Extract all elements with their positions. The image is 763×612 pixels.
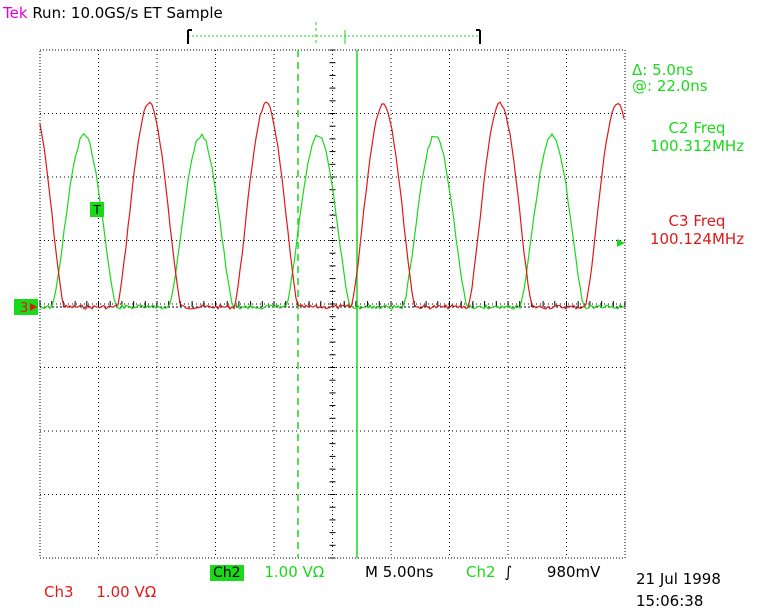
graticule-grid [39,49,626,559]
cursor-position: @: 22.0ns [632,77,708,95]
header-status: Tek Run: 10.0GS/s ET Sample [3,4,223,22]
time: 15:06:38 [636,592,704,610]
c3-freq-label: C3 Freq [668,212,726,230]
trigger-source: Ch2 [466,563,496,581]
datetime: 21 Jul 1998 15:06:38 [636,568,721,612]
ch3-ground-marker-label: 3 [20,301,28,316]
ch3-scale: 1.00 VΩ [96,583,157,601]
c2-freq-label: C2 Freq [668,119,726,137]
record-view-bracket [187,22,481,44]
trigger-level: 980mV [546,563,601,581]
ch2-settings[interactable]: Ch2 1.00 VΩ [210,563,324,581]
ch3-ground-marker[interactable]: 3 [14,299,38,316]
date: 21 Jul 1998 [636,570,721,588]
ch3-waveform [39,101,625,311]
trigger-settings[interactable]: Ch2 ∫ 980mV [466,563,600,581]
trigger-marker: T [90,202,104,217]
timebase[interactable]: M 5.00ns [365,563,434,581]
acquisition-status: Run: 10.0GS/s ET Sample [32,4,223,22]
c2-freq-value: 100.312MHz [649,137,745,155]
c2-freq-measurement: C2 Freq 100.312MHz [636,119,758,155]
ch2-label: Ch2 [210,565,244,581]
ch3-settings[interactable]: Ch3 1.00 VΩ [44,583,156,601]
trigger-marker-label: T [92,203,101,217]
cursor-readout: Δ: 5.0ns @: 22.0ns [632,62,708,94]
ch2-scale: 1.00 VΩ [264,563,325,581]
c3-freq-measurement: C3 Freq 100.124MHz [636,212,758,248]
cursor-delta: Δ: 5.0ns [632,61,694,79]
trigger-level-arrow [617,239,625,247]
ch3-label: Ch3 [44,583,74,601]
c3-freq-value: 100.124MHz [649,230,745,248]
brand-logo: Tek [3,4,28,22]
rising-edge-icon: ∫ [504,563,513,581]
